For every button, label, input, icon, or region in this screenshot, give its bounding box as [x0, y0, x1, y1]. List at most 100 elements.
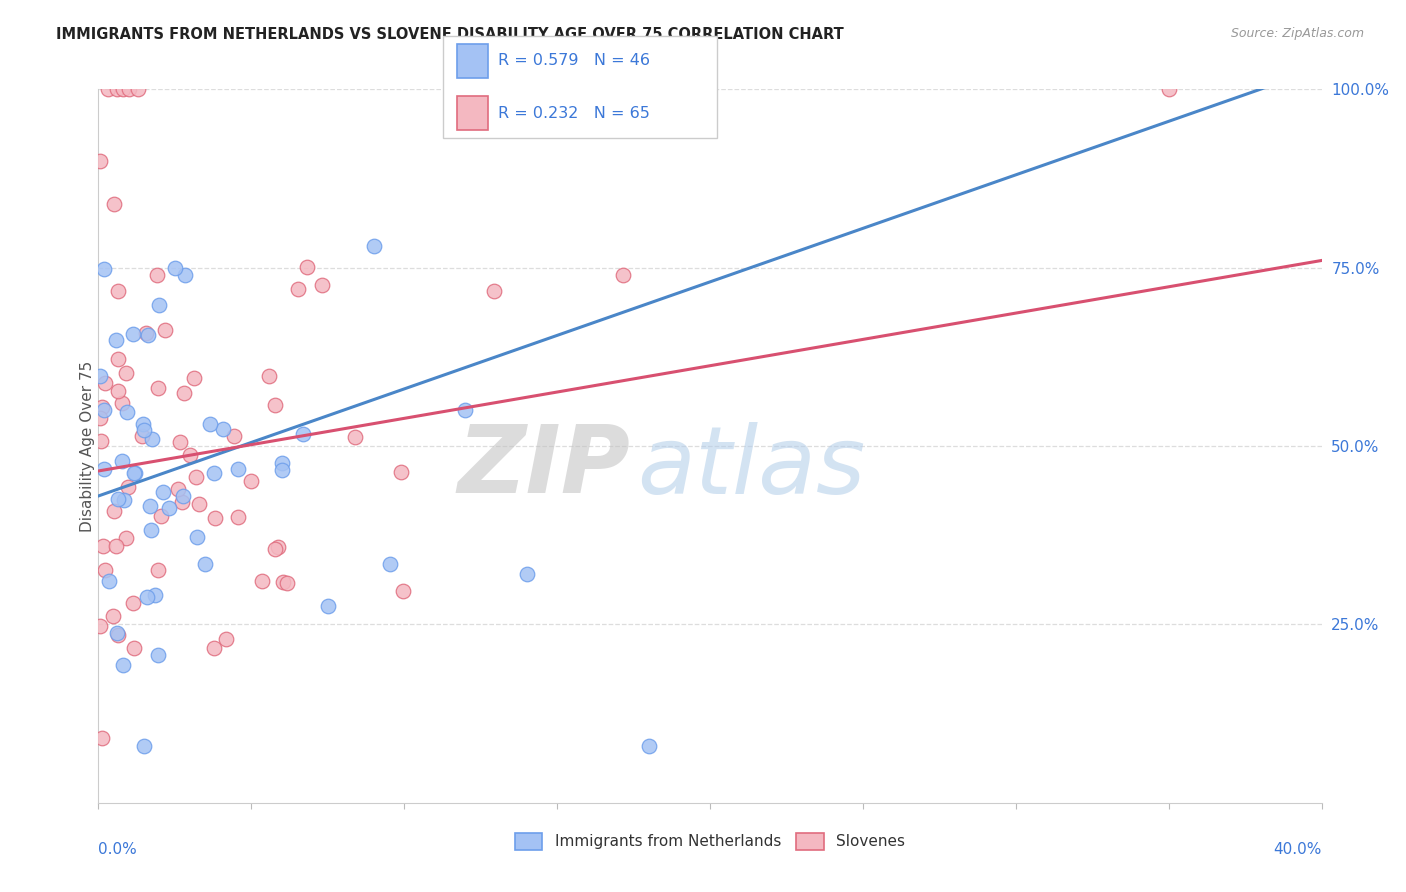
Point [104, 333, 127, 347]
Point [202, 467, 225, 481]
Point [105, 82, 128, 96]
Text: atlas: atlas [637, 422, 865, 513]
Point [271, 456, 294, 470]
Point [174, 268, 197, 282]
Point [89, 153, 111, 168]
Point [392, 584, 415, 599]
Point [454, 403, 477, 417]
Point [115, 532, 138, 546]
Point [122, 466, 145, 480]
Point [89, 619, 111, 633]
Point [167, 482, 190, 496]
Point [107, 384, 129, 398]
Point [226, 461, 249, 475]
Point [250, 574, 273, 588]
Point [287, 282, 309, 296]
Point [240, 475, 263, 489]
Point [111, 453, 134, 467]
Point [118, 82, 141, 96]
Point [200, 417, 222, 431]
Point [152, 485, 174, 500]
Point [186, 470, 208, 484]
Point [172, 489, 194, 503]
Point [170, 495, 193, 509]
Point [107, 628, 129, 642]
Point [136, 327, 159, 342]
Point [183, 370, 205, 384]
Point [215, 632, 238, 647]
Legend: Immigrants from Netherlands, Slovenes: Immigrants from Netherlands, Slovenes [509, 827, 911, 855]
Point [131, 429, 153, 443]
Point [311, 278, 333, 293]
Point [101, 609, 124, 624]
Point [267, 540, 290, 554]
Point [270, 463, 292, 477]
Point [93, 262, 115, 277]
Point [257, 368, 280, 383]
Point [104, 540, 127, 554]
Text: R = 0.579   N = 46: R = 0.579 N = 46 [498, 54, 650, 68]
Point [638, 739, 661, 753]
Point [105, 626, 128, 640]
Point [90, 434, 112, 449]
Point [153, 323, 176, 337]
Point [612, 268, 634, 282]
Text: ZIP: ZIP [457, 421, 630, 514]
Point [93, 462, 115, 476]
Point [146, 648, 169, 663]
Point [389, 466, 412, 480]
Point [89, 369, 111, 384]
Point [146, 381, 169, 395]
Point [112, 657, 135, 672]
Point [264, 398, 287, 412]
Point [344, 430, 367, 444]
Point [131, 417, 153, 431]
Point [93, 563, 115, 577]
Point [179, 448, 201, 462]
Text: IMMIGRANTS FROM NETHERLANDS VS SLOVENE DISABILITY AGE OVER 75 CORRELATION CHART: IMMIGRANTS FROM NETHERLANDS VS SLOVENE D… [56, 27, 844, 42]
Point [98, 574, 121, 588]
Point [226, 510, 249, 524]
Point [91, 540, 114, 554]
Point [121, 596, 143, 610]
Point [103, 504, 125, 518]
Point [186, 530, 208, 544]
Point [112, 493, 135, 508]
Point [1157, 82, 1180, 96]
Point [193, 557, 215, 571]
Point [146, 268, 169, 282]
Point [115, 405, 138, 419]
Point [94, 376, 117, 390]
Point [169, 434, 191, 449]
Point [89, 410, 111, 425]
Point [141, 432, 163, 446]
Point [212, 422, 235, 436]
Point [316, 599, 339, 614]
Point [146, 563, 169, 577]
Point [134, 739, 156, 753]
Point [271, 575, 294, 590]
Point [135, 326, 157, 340]
Point [127, 82, 149, 96]
Point [124, 466, 146, 480]
Point [135, 590, 157, 604]
Point [163, 260, 186, 275]
Point [380, 558, 402, 572]
Point [143, 588, 166, 602]
Point [202, 641, 225, 656]
Point [122, 326, 145, 341]
Point [117, 480, 139, 494]
Point [224, 429, 246, 443]
Point [264, 541, 287, 556]
Point [103, 197, 125, 211]
Point [173, 386, 195, 401]
Point [363, 239, 385, 253]
Point [91, 731, 114, 745]
Point [111, 396, 134, 410]
Point [187, 497, 209, 511]
Point [516, 567, 538, 582]
Point [111, 82, 134, 96]
Point [276, 575, 298, 590]
Point [139, 499, 162, 513]
Y-axis label: Disability Age Over 75: Disability Age Over 75 [80, 360, 94, 532]
